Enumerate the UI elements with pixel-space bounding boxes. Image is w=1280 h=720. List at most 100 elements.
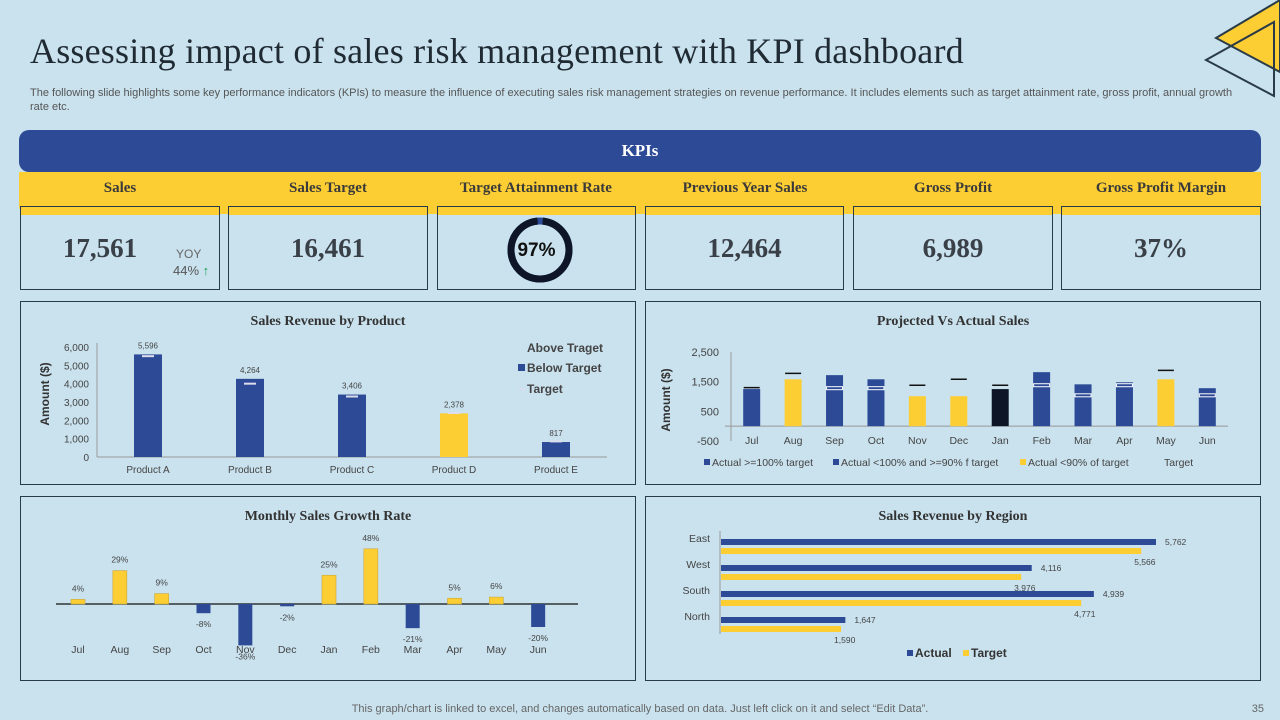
y-tick-label: 6,000 [64, 343, 89, 354]
data-label-target: 5,566 [1134, 557, 1156, 567]
x-tick-label: Nov [236, 644, 255, 656]
bar-product-d [440, 413, 468, 457]
target-marker [1033, 383, 1051, 388]
kpi-card-gross-profit-margin: 37% [1061, 206, 1261, 290]
panel-sales-revenue-by-region: Sales Revenue by Region East 5,762 5,566 We… [645, 496, 1261, 681]
y-tick-label: East [689, 533, 710, 545]
x-tick-label: Sep [825, 435, 844, 447]
kpi-header-strip [19, 172, 1261, 214]
x-tick-label: Product B [228, 465, 272, 476]
target-marker [867, 386, 885, 391]
bar-actual-west [721, 565, 1032, 571]
data-label: -36% [235, 651, 255, 661]
data-label-target: 3,976 [1014, 583, 1036, 593]
legend-below-target: Below Target [527, 361, 601, 375]
bar-actual-mar [1074, 384, 1092, 427]
bar-actual-oct [867, 379, 885, 427]
kpi-label-sales: Sales [103, 180, 137, 196]
page-subtitle: The following slide highlights some key … [30, 87, 1233, 113]
page-number: 35 [1251, 703, 1264, 715]
data-label: 3,406 [342, 382, 363, 391]
y-tick-label: 1,500 [691, 377, 719, 389]
legend-swatch-below [518, 364, 525, 371]
bar-actual-feb [1033, 372, 1051, 427]
kpi-card-sales-target: 16,461 [228, 206, 428, 290]
chart-title: Projected Vs Actual Sales [876, 314, 1030, 329]
bar-actual-jan [991, 389, 1009, 427]
kpi-label-previous-year-sales: Previous Year Sales [682, 180, 808, 196]
legend-above-target: Above Traget [527, 341, 603, 355]
legend-item: Target [1164, 457, 1193, 469]
data-label: 25% [320, 559, 337, 569]
bar-feb [363, 548, 379, 605]
y-tick-label: 1,000 [64, 435, 89, 446]
yoy-label: YOY [176, 247, 202, 261]
data-label-target: 1,590 [834, 635, 856, 645]
data-label: -8% [196, 619, 212, 629]
x-tick-label: Aug [784, 435, 803, 447]
bar-sep [154, 593, 169, 605]
kpi-banner: KPIs [19, 130, 1261, 172]
chart-sales-revenue-by-region: East 5,762 5,566 West 4,116 3,976 South 4,939 4,… [683, 531, 1187, 660]
y-tick-label: South [683, 585, 711, 597]
bar-apr [447, 597, 462, 605]
y-tick-label: West [686, 559, 710, 571]
bar-actual-south [721, 591, 1094, 597]
y-tick-label: 2,000 [64, 416, 89, 427]
bar-nov [238, 604, 253, 646]
panel-sales-revenue-by-product: Sales Revenue by Product Amount ($) 0 1,0… [20, 301, 636, 485]
y-tick-label: North [684, 611, 710, 623]
attainment-donut [507, 217, 573, 283]
legend-swatch [1020, 459, 1026, 465]
chart-monthly-sales-growth: 4% Jul 29% Aug 9% Sep -8% Oct -36%Nov -2% Dec 25% Ja… [56, 533, 578, 661]
x-tick-label: Feb [362, 644, 380, 656]
x-tick-label: Apr [1116, 435, 1133, 447]
x-tick-label: Oct [195, 644, 211, 656]
data-label: 4% [72, 583, 85, 593]
bar-actual-nov [908, 396, 926, 427]
kpi-value-previous-year-sales: 12,464 [707, 233, 782, 263]
bar-target-east [721, 548, 1142, 554]
data-label: 5% [448, 582, 461, 592]
bar-jun [531, 604, 546, 627]
bar-actual-east [721, 539, 1156, 545]
target-marker [1115, 383, 1133, 388]
triangle-decoration-icon [1203, 0, 1280, 98]
x-tick-label: Product C [330, 465, 374, 476]
x-tick-label: Feb [1033, 435, 1051, 447]
donut-progress [507, 217, 573, 283]
x-tick-label: Jun [1199, 435, 1216, 447]
bar-actual-aug [784, 379, 802, 427]
target-marker [1074, 393, 1092, 398]
x-tick-label: Dec [278, 644, 297, 656]
data-label: 6% [490, 581, 503, 591]
bar-jan [321, 574, 337, 605]
data-label-actual: 4,116 [1041, 563, 1062, 573]
bar-target-west [721, 574, 1022, 580]
bar-actual-apr [1115, 382, 1133, 427]
data-label: -20% [528, 633, 548, 643]
yoy-percent: 44% [173, 263, 200, 278]
bar-actual-sep [826, 375, 844, 427]
data-label: 5,596 [138, 341, 159, 350]
x-tick-label: Sep [152, 644, 171, 656]
kpi-value-target-attainment: 97% [517, 240, 556, 261]
bar-dec [280, 604, 295, 607]
x-tick-label: May [1156, 435, 1177, 447]
kpi-card-previous-year-sales: 12,464 [645, 206, 844, 290]
bar-target-south [721, 600, 1082, 606]
legend-item: Actual <90% of target [1028, 457, 1129, 469]
data-label: 29% [111, 555, 128, 565]
y-tick-label: 3,000 [64, 398, 89, 409]
kpi-value-sales-target: 16,461 [290, 233, 366, 263]
bar-product-a [134, 354, 162, 457]
data-label: 817 [549, 429, 563, 438]
x-tick-label: Nov [908, 435, 927, 447]
bar-jul [70, 599, 86, 605]
x-tick-label: Jul [745, 435, 758, 447]
bar-actual-dec [950, 396, 968, 427]
legend-swatch [833, 459, 839, 465]
legend-target: Target [527, 382, 563, 396]
kpi-label-gross-profit-margin: Gross Profit Margin [1095, 180, 1227, 196]
x-tick-label: Product A [126, 465, 170, 476]
